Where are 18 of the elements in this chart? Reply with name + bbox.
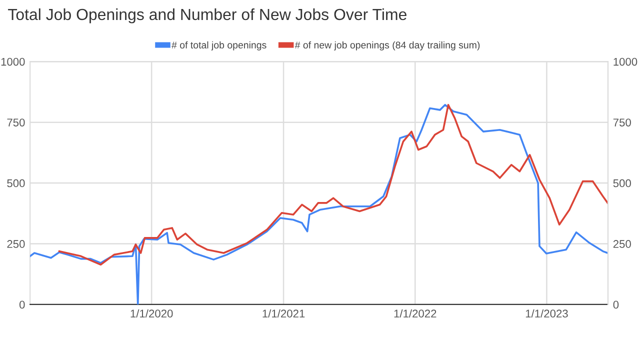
y2-tick-label: 250 <box>613 240 631 248</box>
y-tick-label: 0 <box>19 300 25 309</box>
x-tick-label: 1/1/2020 <box>130 309 173 318</box>
y2-tick-label: 0 <box>613 300 619 309</box>
x-tick-label: 1/1/2022 <box>394 309 436 318</box>
y-tick-label: 500 <box>7 179 25 188</box>
legend-label: # of total job openings <box>172 41 266 50</box>
y2-tick-label: 1000 <box>614 58 638 66</box>
x-tick-label: 1/1/2023 <box>526 309 568 318</box>
y-tick-label: 250 <box>7 240 25 248</box>
y2-tick-label: 750 <box>613 118 631 126</box>
line-series <box>58 104 608 266</box>
y-tick-label: 1000 <box>1 58 25 66</box>
legend-label: # of new job openings (84 day trailing sum) <box>294 41 480 50</box>
chart-title: Total Job Openings and Number of New Jobs Over Time <box>8 8 406 24</box>
y2-tick-label: 500 <box>613 179 631 188</box>
y-tick-label: 750 <box>7 118 25 126</box>
x-tick-label: 1/1/2021 <box>262 309 305 318</box>
